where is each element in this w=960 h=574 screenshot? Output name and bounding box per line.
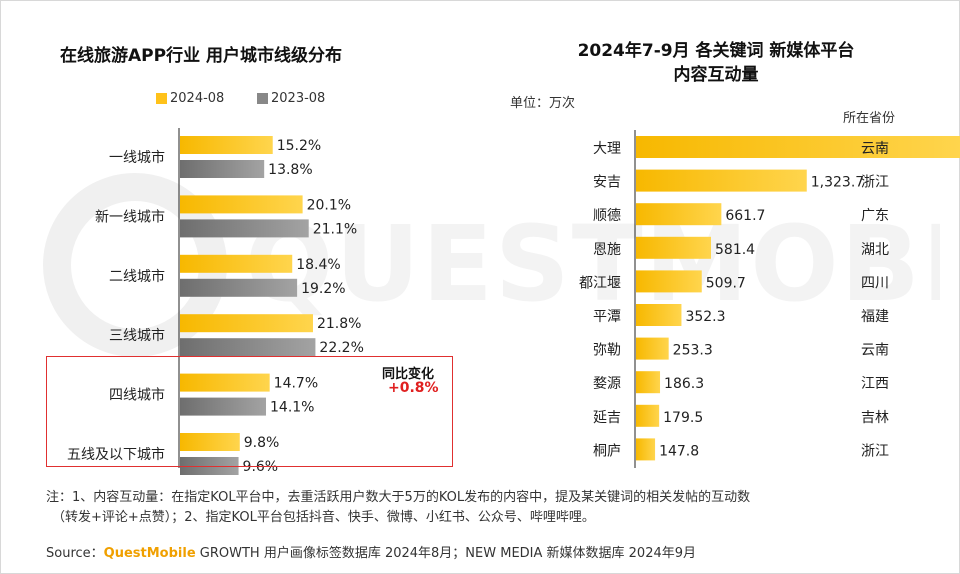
bar-2023	[180, 278, 298, 297]
footnote-line-2: （转发+评论+点赞）；2、指定KOL平台包括抖音、快手、微博、小红书、公众号、哔…	[52, 510, 595, 525]
keyword-bar	[636, 337, 669, 360]
keyword-value-label: 253.3	[673, 343, 713, 359]
bar-value-label: 21.1%	[313, 221, 357, 237]
bar-2024	[180, 136, 273, 154]
province-label: 浙江	[861, 443, 889, 459]
keyword-bar	[636, 136, 960, 158]
province-label: 湖北	[861, 242, 889, 258]
bar-value-label: 19.2%	[301, 281, 345, 297]
keyword-bar	[636, 169, 807, 192]
keyword-bar	[636, 236, 712, 259]
bar-2023	[180, 338, 316, 357]
province-label: 吉林	[861, 410, 889, 426]
keyword-value-label: 1,323.7	[811, 175, 864, 191]
bar-2023	[180, 397, 267, 416]
footnote-line-1: 注：1、内容互动量：在指定KOL平台中，去重活跃用户数大于5万的KOL发布的内容…	[46, 490, 751, 505]
bar-value-label: 18.4%	[296, 257, 340, 273]
right-category-label: 大理	[593, 141, 621, 157]
keyword-bar	[636, 304, 682, 326]
province-column-header: 所在省份	[843, 111, 896, 126]
keyword-bar	[636, 438, 656, 461]
bar-value-label: 20.1%	[307, 197, 351, 213]
province-label: 江西	[861, 376, 889, 392]
right-category-label: 弥勒	[593, 342, 621, 359]
keyword-value-label: 352.3	[685, 309, 725, 325]
right-chart-title-line1: 2024年7-9月 各关键词 新媒体平台	[577, 41, 855, 61]
bar-value-label: 14.7%	[274, 376, 318, 392]
keyword-value-label: 509.7	[706, 275, 746, 291]
bar-value-label: 22.2%	[319, 340, 363, 356]
right-category-label: 都江堰	[579, 275, 621, 291]
bar-value-label: 9.8%	[244, 435, 280, 451]
yoy-change-value: +0.8%	[388, 380, 439, 396]
right-category-label: 桐庐	[593, 443, 621, 459]
left-category-label: 一线城市	[109, 149, 165, 166]
left-category-label: 三线城市	[109, 327, 165, 344]
province-label: 福建	[861, 309, 889, 325]
right-bar-chart: 大理2,518.8云南安吉1,323.7浙江顺德661.7广东恩施581.4湖北…	[579, 130, 960, 468]
province-label: 四川	[861, 275, 889, 291]
keyword-bar	[636, 371, 661, 394]
right-category-label: 顺德	[593, 208, 621, 224]
legend-label-2023: 2023-08	[271, 91, 326, 106]
province-label: 浙江	[861, 175, 889, 191]
bar-value-label: 9.6%	[243, 459, 279, 475]
keyword-value-label: 661.7	[725, 208, 765, 224]
left-category-label: 五线及以下城市	[67, 446, 165, 463]
right-chart-title-line2: 内容互动量	[673, 65, 759, 85]
highlight-box	[46, 356, 453, 467]
right-category-label: 平潭	[593, 308, 621, 325]
keyword-value-label: 179.5	[663, 410, 703, 426]
keyword-value-label: 581.4	[715, 242, 755, 258]
right-category-label: 延吉	[593, 410, 621, 426]
source-rest: GROWTH 用户画像标签数据库 2024年8月；NEW MEDIA 新媒体数据…	[195, 546, 697, 561]
unit-label: 单位：万次	[510, 96, 576, 111]
keyword-bar	[636, 270, 702, 293]
left-category-label: 二线城市	[109, 268, 165, 285]
yoy-change-label: 同比变化	[382, 367, 435, 382]
bar-value-label: 21.8%	[317, 316, 361, 332]
legend-swatch-2024	[156, 93, 167, 104]
province-label: 云南	[861, 343, 889, 359]
left-category-label: 新一线城市	[95, 208, 165, 225]
right-category-label: 恩施	[593, 242, 621, 258]
province-label: 云南	[861, 141, 889, 157]
right-category-label: 婺源	[593, 376, 621, 392]
keyword-value-label: 147.8	[659, 443, 699, 459]
bar-2024	[180, 195, 303, 214]
bar-2023	[180, 160, 265, 178]
keyword-value-label: 186.3	[664, 376, 704, 392]
left-chart-title: 在线旅游APP行业 用户城市线级分布	[60, 46, 342, 66]
bar-value-label: 14.1%	[270, 400, 314, 416]
bar-2023	[180, 219, 309, 238]
bar-value-label: 13.8%	[268, 162, 312, 178]
bar-2024	[180, 254, 293, 273]
source-line: Source：QuestMobile GROWTH 用户画像标签数据库 2024…	[46, 542, 696, 561]
source-prefix: Source：	[46, 546, 104, 561]
bar-value-label: 15.2%	[277, 138, 321, 154]
bar-2024	[180, 433, 240, 451]
legend-item-2024: 2024-08	[156, 91, 224, 106]
right-category-label: 安吉	[593, 175, 621, 191]
province-label: 广东	[861, 208, 889, 224]
legend-swatch-2023	[257, 93, 268, 104]
legend-item-2023: 2023-08	[257, 91, 325, 106]
bar-2024	[180, 314, 313, 333]
left-bar-chart: 一线城市 15.2% 13.8% 新一线城市 20.1% 21.1% 二线城市 18.4% 19…	[67, 128, 364, 475]
keyword-bar	[636, 203, 722, 226]
source-brand: QuestMobile	[103, 546, 196, 561]
bar-2024	[180, 373, 270, 392]
legend-label-2024: 2024-08	[170, 91, 225, 106]
left-category-label: 四线城市	[109, 387, 165, 404]
keyword-bar	[636, 404, 660, 427]
